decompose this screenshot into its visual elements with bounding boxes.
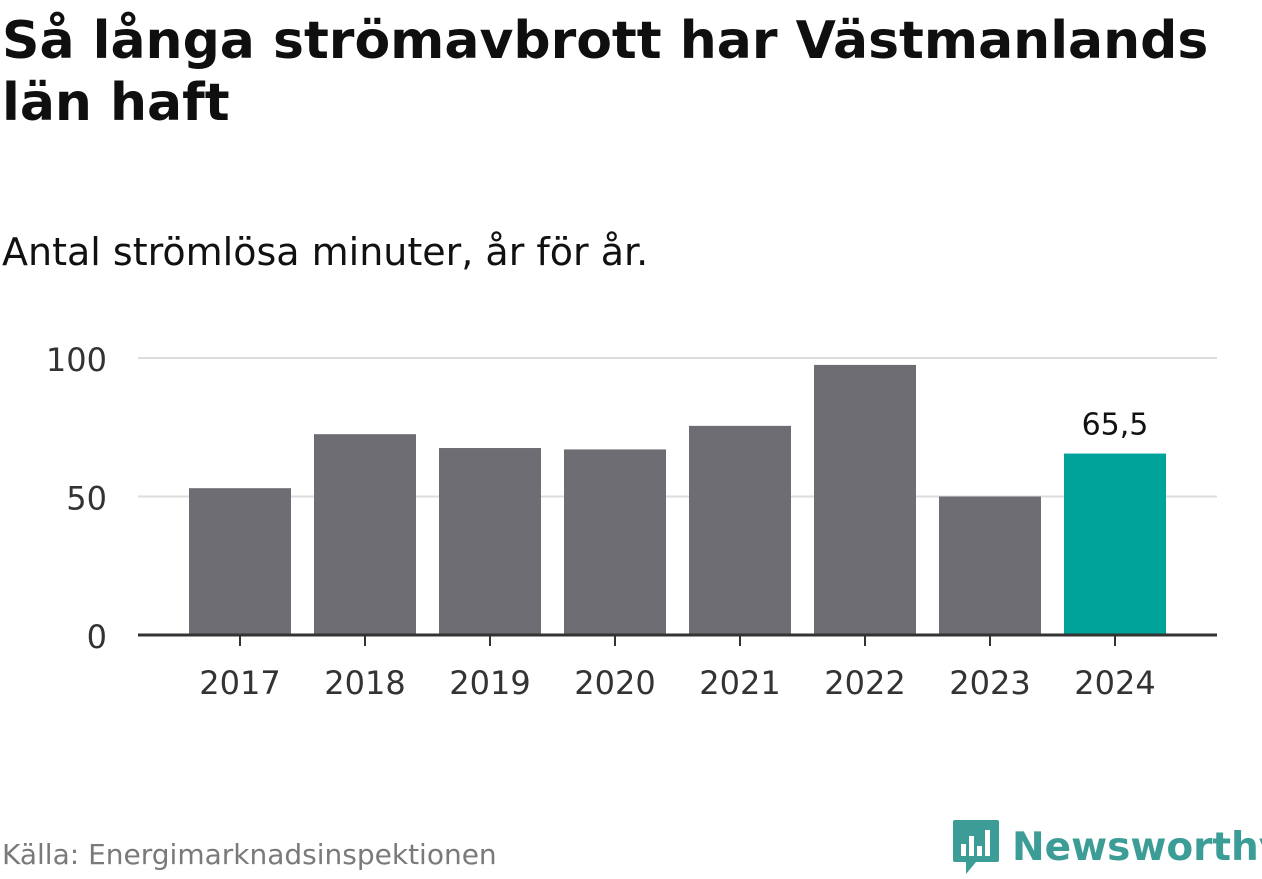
bar-2020 <box>564 449 666 635</box>
source-note: Källa: Energimarknadsinspektionen <box>2 838 497 871</box>
bar-2024 <box>1064 453 1166 635</box>
chart-title: Så långa strömavbrott har Västmanlands l… <box>2 11 1209 133</box>
data-label: 65,5 <box>1082 408 1149 443</box>
bar-2018 <box>314 434 416 635</box>
x-tick-label: 2021 <box>699 664 780 702</box>
newsworthy-logo[interactable]: Newsworthy <box>952 818 1262 876</box>
x-tick-label: 2024 <box>1074 664 1155 702</box>
bar-2017 <box>189 488 291 635</box>
y-tick-label: 50 <box>66 480 107 518</box>
bar-2019 <box>439 448 541 635</box>
chart-subtitle: Antal strömlösa minuter, år för år. <box>2 230 649 274</box>
x-tick-label: 2017 <box>199 664 280 702</box>
bar-2021 <box>689 425 791 635</box>
x-tick-label: 2023 <box>949 664 1030 702</box>
bar-chart: 0 50 100 65,5 2017 2018 2019 2020 2021 2022 2023 20… <box>46 341 1217 702</box>
bar-2022 <box>814 364 916 635</box>
newsworthy-logo-icon <box>953 820 999 874</box>
y-tick-label: 0 <box>87 618 107 656</box>
logo-text: Newsworthy <box>1012 824 1262 870</box>
bar-2023 <box>939 496 1041 635</box>
x-tick-label: 2018 <box>324 664 405 702</box>
x-tick-label: 2022 <box>824 664 905 702</box>
y-tick-label: 100 <box>46 341 107 379</box>
x-tick-label: 2020 <box>574 664 655 702</box>
x-tick-label: 2019 <box>449 664 530 702</box>
